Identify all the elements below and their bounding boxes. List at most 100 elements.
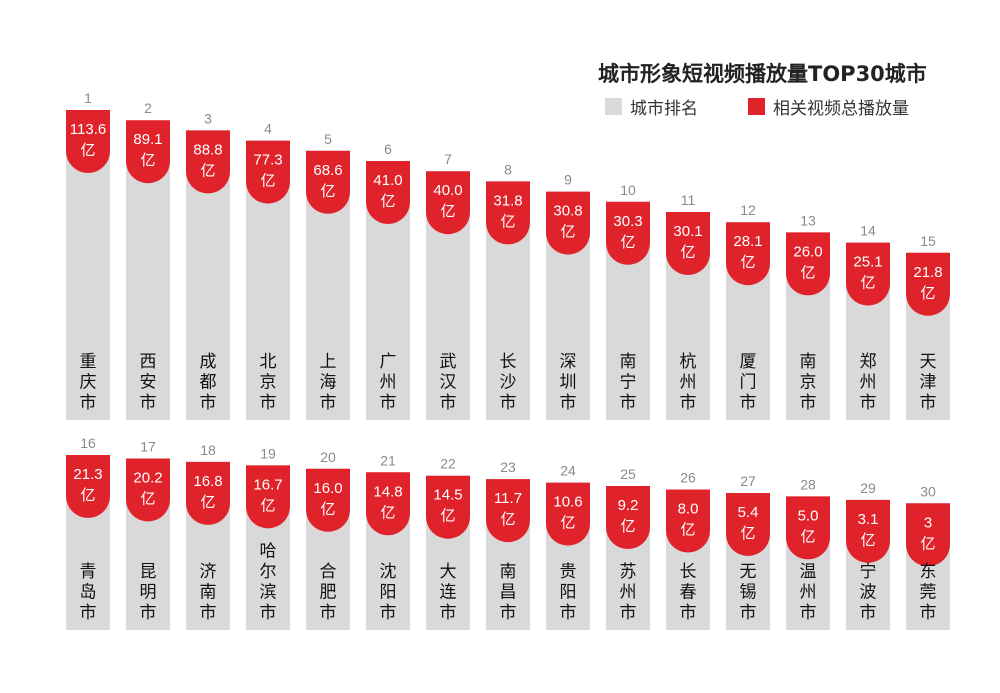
- value-label: 30.8: [553, 203, 582, 220]
- rank-label: 1: [84, 90, 92, 106]
- unit-label: 亿: [260, 497, 275, 514]
- rank-label: 11: [681, 192, 696, 208]
- value-label: 89.1: [133, 131, 162, 148]
- rank-label: 15: [920, 233, 936, 249]
- value-label: 16.8: [193, 473, 222, 490]
- unit-label: 亿: [920, 285, 935, 302]
- legend-item-views: 相关视频总播放量: [748, 96, 909, 119]
- city-label: 济南市: [200, 562, 217, 623]
- value-label: 41.0: [373, 172, 402, 189]
- city-label: 广州市: [380, 352, 397, 413]
- city-label: 无锡市: [740, 562, 757, 623]
- unit-label: 亿: [440, 508, 455, 525]
- rank-label: 24: [560, 463, 576, 479]
- value-cap: [846, 242, 890, 306]
- value-label: 26.0: [793, 243, 822, 260]
- rank-label: 27: [740, 473, 756, 489]
- city-label: 厦门市: [740, 352, 757, 413]
- city-label: 南宁市: [620, 352, 637, 413]
- rank-label: 10: [620, 182, 636, 198]
- value-cap: [666, 212, 710, 275]
- city-label: 北京市: [260, 352, 277, 413]
- rank-label: 26: [680, 470, 696, 486]
- value-label: 3: [924, 514, 932, 531]
- value-cap: [186, 461, 230, 525]
- legend-label-rank: 城市排名: [630, 98, 698, 119]
- rank-label: 8: [504, 161, 512, 177]
- chart-title: 城市形象短视频播放量TOP30城市: [598, 62, 927, 86]
- city-label: 长沙市: [500, 352, 517, 413]
- value-label: 31.8: [493, 192, 522, 209]
- city-label: 合肥市: [320, 562, 337, 623]
- value-label: 30.3: [613, 213, 642, 230]
- value-label: 16.0: [313, 480, 342, 497]
- unit-label: 亿: [740, 525, 755, 542]
- rank-label: 22: [440, 456, 456, 472]
- city-label: 杭州市: [680, 352, 697, 413]
- value-label: 113.6: [70, 121, 106, 138]
- value-cap: [246, 140, 291, 204]
- rank-label: 18: [200, 442, 216, 458]
- rank-label: 7: [444, 151, 452, 167]
- value-label: 88.8: [193, 141, 222, 158]
- value-label: 77.3: [253, 152, 282, 169]
- city-label: 沈阳市: [380, 562, 397, 623]
- rank-label: 2: [144, 100, 152, 116]
- value-label: 21.8: [913, 264, 942, 281]
- unit-label: 亿: [620, 518, 635, 535]
- unit-label: 亿: [140, 490, 155, 507]
- value-label: 25.1: [853, 254, 882, 271]
- city-label: 深圳市: [560, 352, 577, 413]
- legend-swatch-views: [748, 97, 765, 115]
- value-label: 5.4: [738, 504, 759, 521]
- unit-label: 亿: [800, 528, 815, 545]
- unit-label: 亿: [500, 213, 515, 230]
- value-cap: [546, 191, 590, 255]
- rank-label: 28: [800, 476, 816, 492]
- value-cap: [486, 181, 530, 245]
- value-cap: [786, 232, 830, 296]
- rank-label: 16: [80, 435, 96, 451]
- unit-label: 亿: [800, 264, 815, 281]
- value-cap: [906, 252, 950, 316]
- unit-label: 亿: [500, 511, 515, 528]
- city-label: 天津市: [920, 352, 937, 413]
- value-cap: [366, 161, 410, 224]
- value-label: 5.0: [798, 507, 819, 524]
- value-label: 14.5: [433, 487, 462, 504]
- value-cap: [366, 472, 410, 536]
- value-cap: [246, 465, 291, 529]
- rank-label: 6: [384, 141, 392, 157]
- city-label: 成都市: [200, 352, 217, 413]
- value-label: 28.1: [733, 233, 762, 250]
- city-label: 东莞市: [920, 562, 937, 623]
- unit-label: 亿: [140, 152, 155, 169]
- value-cap: [906, 503, 950, 567]
- value-label: 68.6: [313, 162, 342, 179]
- value-label: 9.2: [618, 497, 639, 514]
- rank-label: 21: [380, 452, 396, 468]
- value-label: 10.6: [553, 494, 582, 511]
- value-cap: [726, 492, 770, 556]
- unit-label: 亿: [440, 203, 455, 220]
- city-label: 贵阳市: [560, 562, 577, 623]
- city-label: 哈尔滨市: [260, 542, 277, 624]
- unit-label: 亿: [320, 183, 335, 200]
